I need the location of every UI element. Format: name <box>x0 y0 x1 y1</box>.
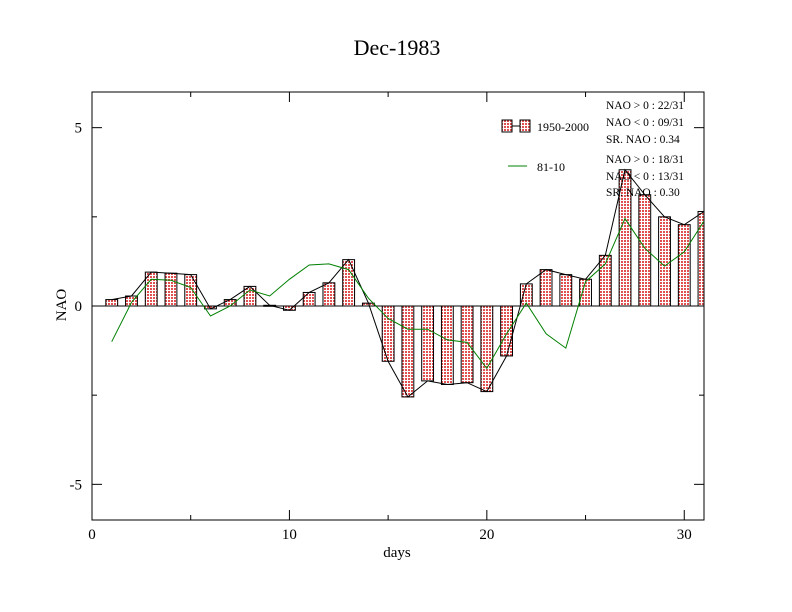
stats-annotations: NAO > 0 : 22/31 NAO < 0 : 09/31 SR. NAO … <box>606 100 684 199</box>
stat-1950-pos: NAO > 0 : 22/31 <box>606 100 684 112</box>
legend-swatch-1950-2000-right <box>519 119 531 133</box>
chart-title: Dec-1983 <box>354 35 441 60</box>
bar-day-12 <box>322 282 336 307</box>
bar-day-17 <box>421 305 435 382</box>
bar-day-20 <box>480 305 494 393</box>
y-tick-label: -5 <box>70 477 83 493</box>
bar-day-31 <box>697 210 705 307</box>
x-tick-label: 10 <box>282 527 297 543</box>
legend-label-81-10: 81-10 <box>537 160 565 174</box>
series-line-1950-2000 <box>111 168 705 398</box>
y-tick-label: 0 <box>75 299 83 315</box>
stat-8110-pos: NAO > 0 : 18/31 <box>606 154 684 166</box>
bar-day-19 <box>460 305 474 384</box>
bar-day-1 <box>105 299 119 307</box>
x-tick-label: 0 <box>88 527 96 543</box>
x-axis-label: days <box>383 545 411 561</box>
bar-day-28 <box>638 194 652 307</box>
bar-day-21 <box>500 305 514 357</box>
bar-day-24 <box>559 274 573 307</box>
bar-day-4 <box>164 272 178 307</box>
bar-day-16 <box>401 305 415 398</box>
bar-day-5 <box>184 274 198 307</box>
bar-day-23 <box>539 269 553 307</box>
y-tick-label: 5 <box>75 121 83 137</box>
bar-day-13 <box>342 259 356 307</box>
plot-area: 0 10 20 30 -5 0 5 <box>70 91 705 543</box>
bar-day-29 <box>658 216 671 307</box>
bar-day-18 <box>440 305 454 385</box>
series-line-81-10 <box>111 217 705 370</box>
bar-day-30 <box>677 224 691 307</box>
x-tick-label: 30 <box>677 527 692 543</box>
stat-8110-sr: SR. NAO : 0.30 <box>606 187 680 199</box>
stat-1950-neg: NAO < 0 : 09/31 <box>606 117 684 129</box>
legend-label-1950-2000: 1950-2000 <box>537 120 589 134</box>
bar-day-11 <box>302 291 316 307</box>
legend: 1950-2000 81-10 <box>501 119 589 174</box>
y-axis-label: NAO <box>54 289 70 322</box>
x-tick-label: 20 <box>479 527 494 543</box>
stat-8110-neg: NAO < 0 : 13/31 <box>606 171 684 183</box>
stat-1950-sr: SR. NAO : 0.34 <box>606 134 680 146</box>
legend-swatch-1950-2000-left <box>501 119 513 133</box>
